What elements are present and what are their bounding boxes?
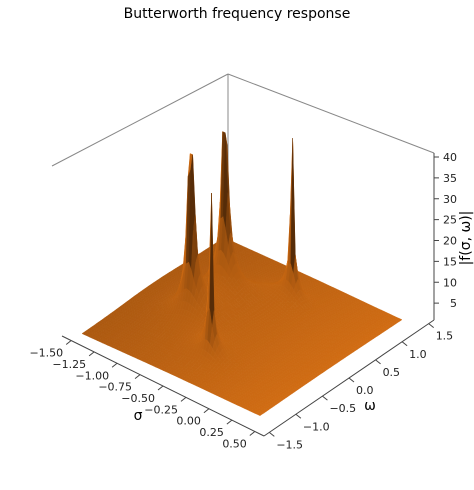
z-tick-label: 5 [450, 297, 457, 310]
y-tick-label: −1.5 [276, 438, 303, 451]
surface [81, 131, 403, 416]
y-tick-mark [348, 377, 355, 383]
x-axis-label: σ [134, 408, 143, 424]
chart-title: Butterworth frequency response [124, 6, 351, 22]
x-tick-mark [111, 362, 118, 368]
x-tick-mark [203, 408, 210, 414]
z-tick-label: 40 [443, 151, 457, 164]
y-tick-mark [269, 431, 275, 437]
x-tick-label: 0.25 [199, 426, 224, 439]
y-tick-label: 0.0 [356, 384, 374, 397]
axes-box [51, 73, 435, 240]
x-tick-label: −0.25 [144, 403, 178, 416]
y-axis-label: ω [364, 398, 376, 414]
z-tick-label: 15 [443, 255, 457, 268]
x-tick-mark [88, 351, 95, 357]
x-tick-label: 0.50 [222, 437, 247, 450]
x-tick-mark [180, 396, 187, 402]
y-tick-label: 1.5 [436, 330, 454, 343]
y-tick-label: −1.0 [303, 420, 330, 433]
x-tick-mark [65, 340, 72, 345]
z-tick-label: 25 [443, 214, 457, 227]
y-tick-mark [375, 359, 381, 365]
z-tick-label: 20 [443, 235, 457, 248]
back-edge-right [227, 73, 435, 154]
y-tick-label: 1.0 [409, 348, 427, 361]
x-tick-mark [249, 431, 256, 436]
y-tick-mark [401, 341, 408, 347]
z-tick-label: 10 [443, 276, 457, 289]
x-tick-mark [157, 385, 164, 391]
z-ticks: 5 10 15 20 25 30 35 40 [434, 151, 457, 310]
x-tick-label: 0.00 [176, 415, 201, 428]
back-edge-left [51, 73, 229, 167]
z-tick-label: 30 [443, 193, 457, 206]
x-tick-mark [226, 419, 233, 425]
z-tick-label: 35 [443, 172, 457, 185]
y-tick-mark [295, 413, 302, 419]
y-tick-mark [322, 395, 328, 401]
y-tick-label: −0.5 [329, 402, 356, 415]
z-axis-label: |f(σ, ω)| [458, 211, 474, 266]
y-tick-label: 0.5 [383, 366, 401, 379]
x-tick-mark [134, 374, 141, 380]
y-tick-mark [428, 323, 434, 329]
